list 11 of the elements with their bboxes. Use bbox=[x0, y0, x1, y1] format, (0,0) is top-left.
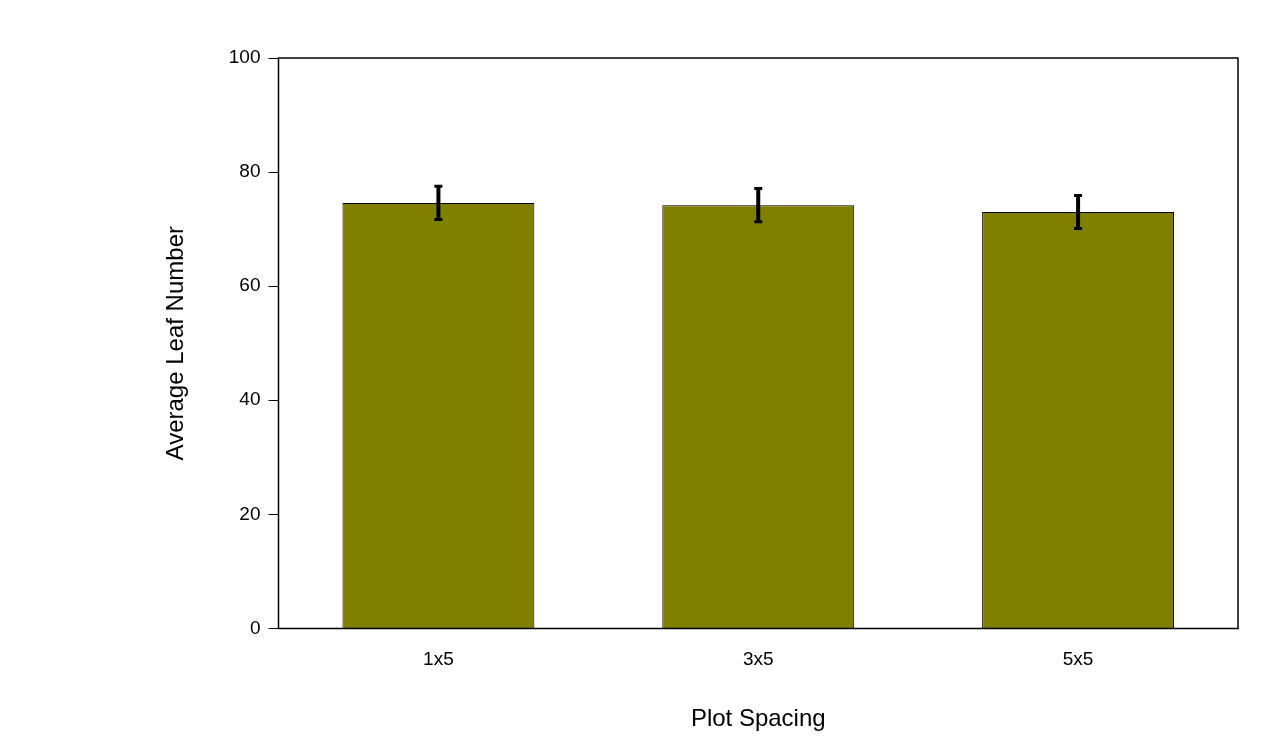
x-tick-label: 5x5 bbox=[1062, 648, 1094, 670]
y-tick-label: 40 bbox=[239, 388, 261, 410]
x-tick-label: 1x5 bbox=[423, 648, 454, 670]
y-axis-title: Average Leaf Number bbox=[161, 226, 189, 461]
y-tick-label: 60 bbox=[239, 274, 261, 296]
x-axis-title: Plot Spacing bbox=[690, 704, 826, 732]
y-tick-label: 80 bbox=[239, 160, 261, 182]
x-tick-label: 3x5 bbox=[742, 648, 774, 670]
y-tick-label: 0 bbox=[249, 616, 261, 638]
y-tick-label: 20 bbox=[239, 502, 261, 524]
y-tick-label: 100 bbox=[228, 46, 261, 68]
